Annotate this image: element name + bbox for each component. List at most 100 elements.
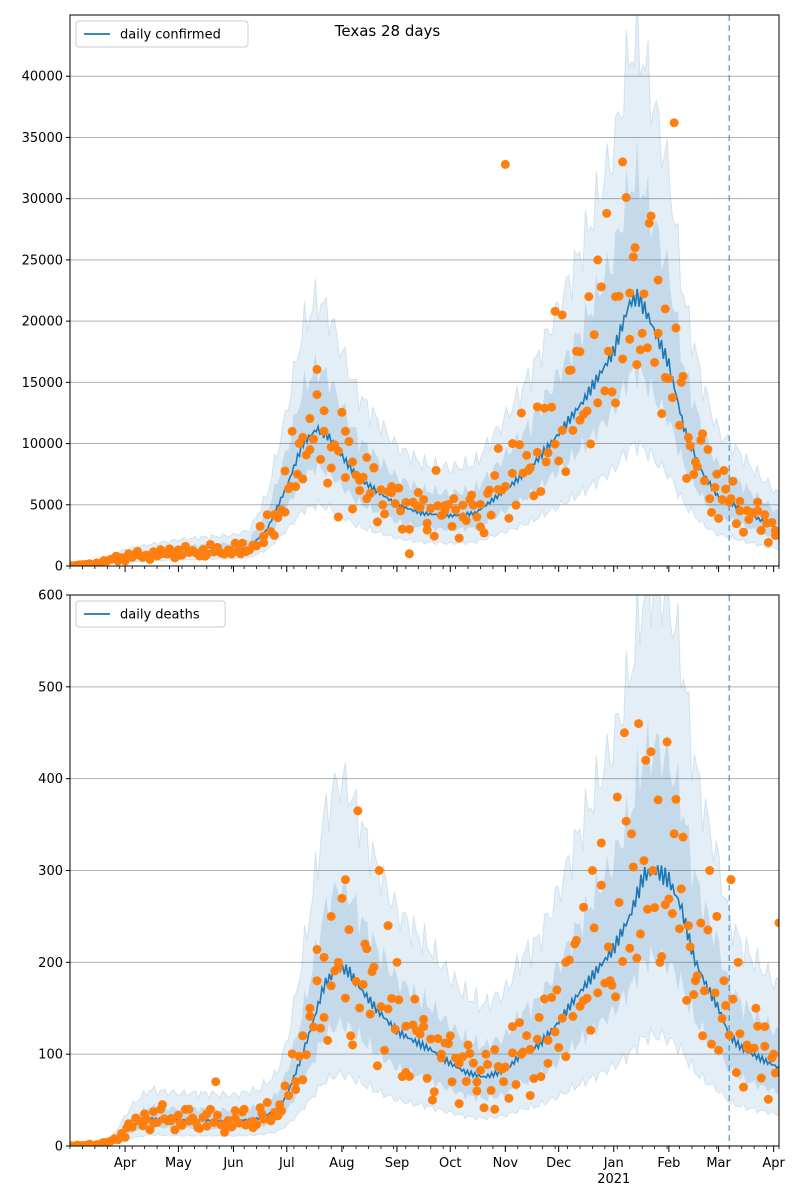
data-point bbox=[557, 1013, 567, 1023]
data-point bbox=[763, 537, 773, 547]
data-point bbox=[619, 728, 629, 738]
data-point bbox=[337, 407, 347, 417]
data-point bbox=[280, 1081, 290, 1091]
data-point bbox=[475, 499, 485, 509]
data-point bbox=[699, 476, 709, 486]
data-point bbox=[547, 402, 557, 412]
data-point bbox=[561, 1052, 571, 1062]
data-point bbox=[532, 402, 542, 412]
data-point bbox=[413, 488, 423, 498]
data-point bbox=[611, 992, 621, 1002]
data-point bbox=[674, 924, 684, 934]
data-point bbox=[170, 553, 180, 563]
uncertainty-band-outer bbox=[70, 595, 779, 1146]
data-point bbox=[454, 1099, 464, 1109]
data-point bbox=[479, 1103, 489, 1113]
data-point bbox=[353, 806, 363, 816]
data-point bbox=[212, 1110, 222, 1120]
data-point bbox=[547, 993, 557, 1003]
data-point bbox=[483, 1059, 493, 1069]
data-point bbox=[445, 1031, 455, 1041]
data-point bbox=[770, 526, 779, 536]
data-point bbox=[618, 956, 628, 966]
data-point bbox=[518, 468, 528, 478]
data-point bbox=[255, 1103, 265, 1113]
data-point bbox=[644, 218, 654, 228]
data-point bbox=[344, 437, 354, 447]
data-point bbox=[714, 513, 724, 523]
data-point bbox=[415, 503, 425, 513]
data-point bbox=[662, 737, 672, 747]
data-point bbox=[657, 951, 667, 961]
data-point bbox=[490, 1104, 500, 1114]
data-point bbox=[301, 1050, 311, 1060]
data-point bbox=[564, 365, 574, 375]
data-point bbox=[653, 275, 663, 285]
data-point bbox=[312, 976, 322, 986]
data-point bbox=[738, 527, 748, 537]
data-point bbox=[618, 354, 628, 364]
y-tick-label: 500 bbox=[38, 680, 63, 695]
data-point bbox=[703, 925, 713, 935]
data-point bbox=[333, 512, 343, 522]
data-point bbox=[721, 1001, 731, 1011]
data-point bbox=[358, 472, 368, 482]
data-point bbox=[589, 330, 599, 340]
data-point bbox=[323, 1035, 333, 1045]
data-point bbox=[669, 829, 679, 839]
data-point bbox=[426, 503, 436, 513]
data-point bbox=[635, 929, 645, 939]
data-point bbox=[664, 374, 674, 384]
data-point bbox=[571, 935, 581, 945]
data-point bbox=[735, 506, 745, 516]
data-point bbox=[760, 1022, 770, 1032]
data-point bbox=[603, 942, 613, 952]
data-point bbox=[120, 1132, 130, 1142]
data-point bbox=[696, 435, 706, 445]
y-tick-label: 0 bbox=[55, 1140, 63, 1155]
data-point bbox=[305, 1011, 315, 1021]
data-point bbox=[646, 211, 656, 221]
data-point bbox=[287, 426, 297, 436]
data-point bbox=[326, 911, 336, 921]
data-point bbox=[166, 1116, 176, 1126]
y-tick-label: 40000 bbox=[22, 70, 63, 85]
y-tick-label: 600 bbox=[38, 589, 63, 604]
data-point bbox=[427, 1095, 437, 1105]
y-tick-label: 200 bbox=[38, 956, 63, 971]
x-tick-label: Jun bbox=[222, 1156, 243, 1171]
data-point bbox=[614, 897, 624, 907]
data-point bbox=[127, 1122, 137, 1132]
data-point bbox=[536, 1072, 546, 1082]
data-point bbox=[433, 1034, 443, 1044]
data-point bbox=[280, 466, 290, 476]
data-point bbox=[276, 505, 286, 515]
data-point bbox=[419, 1022, 429, 1032]
data-point bbox=[507, 1048, 517, 1058]
data-point bbox=[443, 1039, 453, 1049]
x-tick-label: Oct bbox=[439, 1156, 461, 1171]
data-point bbox=[543, 448, 553, 458]
data-point bbox=[689, 469, 699, 479]
data-point bbox=[468, 500, 478, 510]
data-point bbox=[319, 406, 329, 416]
data-point bbox=[529, 491, 539, 501]
data-point bbox=[582, 406, 592, 416]
data-point bbox=[177, 550, 187, 560]
data-point bbox=[237, 538, 247, 548]
data-point bbox=[600, 978, 610, 988]
data-point bbox=[227, 549, 237, 559]
data-point bbox=[376, 485, 386, 495]
data-point bbox=[760, 510, 770, 520]
data-point bbox=[728, 476, 738, 486]
data-point bbox=[534, 1012, 544, 1022]
data-point bbox=[198, 1112, 208, 1122]
data-point bbox=[454, 533, 464, 543]
data-point bbox=[500, 481, 510, 491]
data-point bbox=[692, 461, 702, 471]
data-point bbox=[584, 292, 594, 302]
data-point bbox=[731, 1067, 741, 1077]
data-point bbox=[472, 1086, 482, 1096]
data-point bbox=[550, 306, 560, 316]
data-point bbox=[753, 497, 763, 507]
